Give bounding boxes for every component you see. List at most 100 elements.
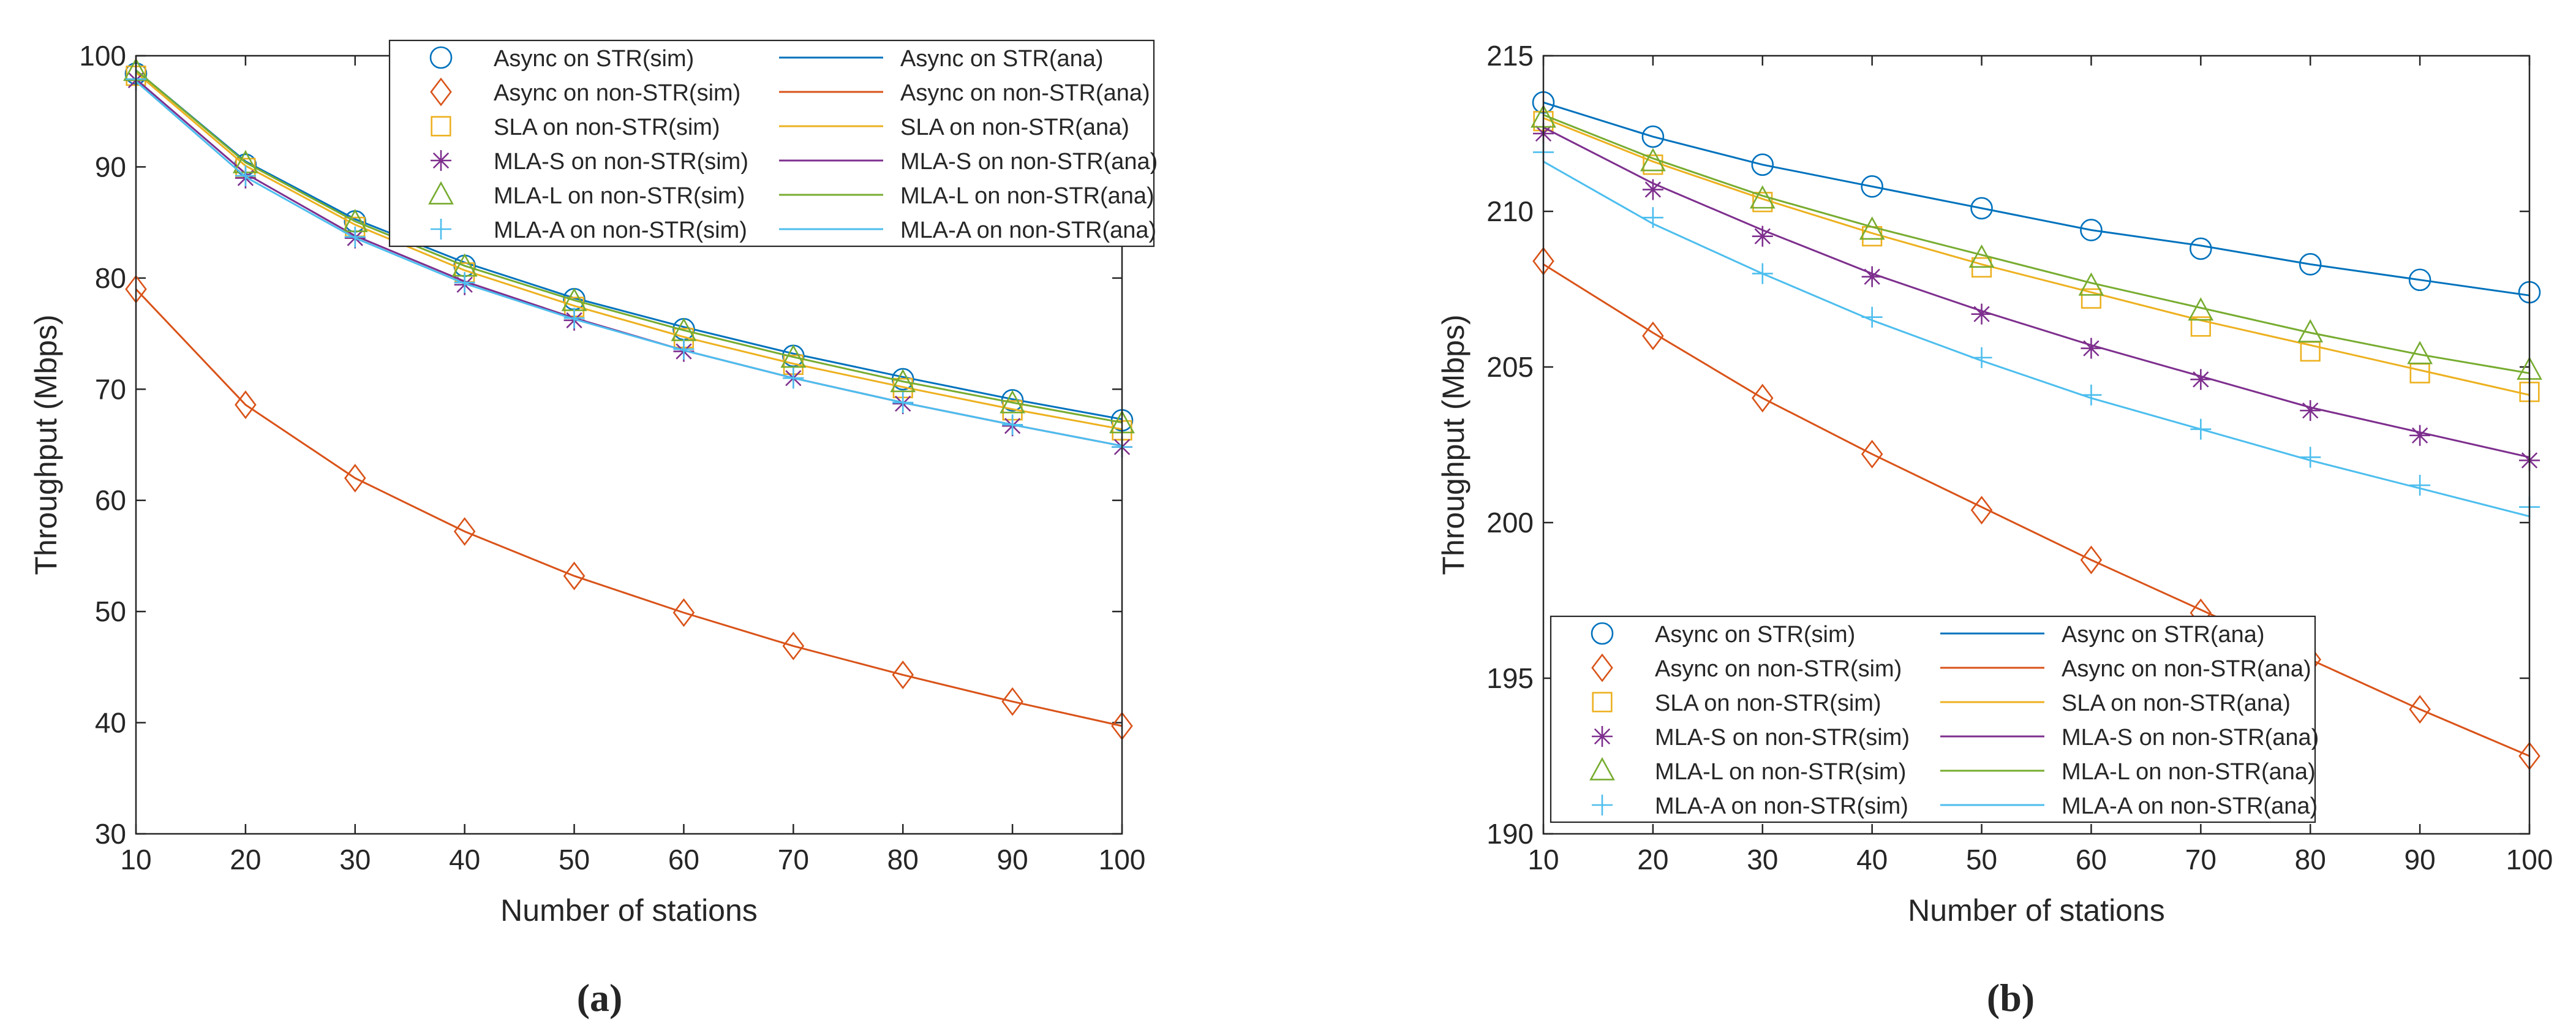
- data-point-asterisk: [2409, 425, 2431, 446]
- y-tick-label: 200: [1486, 507, 1534, 539]
- x-tick-label: 30: [339, 844, 371, 875]
- x-tick-label: 10: [120, 844, 151, 875]
- legend-label-ana: SLA on non-STR(ana): [900, 115, 1129, 140]
- data-point-asterisk: [1861, 266, 1883, 287]
- data-point-plus: [2081, 384, 2102, 406]
- data-point-diamond: [1970, 496, 1993, 525]
- legend-label-sim: MLA-A on non-STR(sim): [494, 217, 747, 243]
- data-point-square: [1643, 154, 1663, 175]
- series-line-plus: [135, 80, 1123, 447]
- x-axis-label-a: Number of stations: [500, 893, 758, 928]
- data-point-diamond: [1001, 687, 1023, 716]
- y-tick-label: 60: [95, 485, 126, 516]
- data-point-diamond: [782, 631, 805, 660]
- y-tick-label: 205: [1486, 351, 1534, 383]
- data-point-diamond: [563, 561, 586, 591]
- x-axis-label-b: Number of stations: [1908, 893, 2165, 928]
- chart-a: 10 20 30 40 50 60 70 80 90 100 30 40 50 60 70 80 90 100 N…: [29, 39, 1158, 1019]
- data-point-diamond: [1861, 439, 1883, 469]
- data-point-diamond: [672, 598, 695, 627]
- legend-label-ana: SLA on non-STR(ana): [2062, 690, 2291, 716]
- series-line-circle: [1543, 101, 2530, 297]
- legend-marker-plus: [1592, 795, 1613, 815]
- axis-ticks-a: 10 20 30 40 50 60 70 80 90 100 30 40 50 60 70 80 90 100: [79, 40, 1145, 875]
- data-point-asterisk: [2190, 369, 2212, 390]
- data-point-asterisk: [2300, 400, 2321, 422]
- data-point-triangle: [890, 369, 916, 393]
- legend-box: [388, 39, 1155, 248]
- legend-label-ana: MLA-A on non-STR(ana): [2062, 793, 2318, 819]
- legend-label-sim: MLA-S on non-STR(sim): [494, 149, 748, 175]
- data-point-diamond: [892, 660, 914, 689]
- data-point-diamond: [2080, 545, 2103, 575]
- data-point-asterisk: [1752, 225, 1773, 247]
- data-point-circle: [1751, 153, 1774, 176]
- legend-label-ana: MLA-A on non-STR(ana): [900, 217, 1156, 243]
- legend-label-sim: SLA on non-STR(sim): [494, 115, 720, 140]
- data-point-plus: [2300, 447, 2321, 468]
- data-point-triangle: [1859, 216, 1885, 240]
- data-point-plus: [2190, 418, 2212, 440]
- data-point-diamond: [1751, 384, 1774, 413]
- x-tick-label: 40: [449, 844, 480, 875]
- series-line-triangle: [1543, 114, 2530, 374]
- legend-marker-triangle: [428, 181, 454, 205]
- caption-a: (a): [577, 976, 623, 1019]
- y-axis-label-a: Throughput (Mbps): [29, 314, 63, 575]
- data-point-diamond: [1642, 321, 1664, 350]
- data-point-square: [2081, 288, 2102, 309]
- data-point-asterisk: [1971, 303, 1992, 325]
- legend-label-ana: MLA-L on non-STR(ana): [900, 183, 1154, 209]
- legend-label-ana: MLA-S on non-STR(ana): [900, 149, 1158, 175]
- y-tick-label: 40: [95, 707, 126, 739]
- x-tick-label: 70: [2185, 844, 2216, 875]
- data-point-circle: [1861, 175, 1883, 198]
- series-line-diamond: [135, 288, 1123, 727]
- data-point-plus: [892, 392, 914, 414]
- x-tick-label: 40: [1856, 844, 1888, 875]
- legend-label-ana: Async on non-STR(ana): [900, 80, 1150, 106]
- legend-label-sim: SLA on non-STR(sim): [1655, 690, 1881, 716]
- data-point-triangle: [1749, 185, 1776, 209]
- legend-label-ana: MLA-S on non-STR(ana): [2062, 725, 2319, 751]
- data-point-triangle: [2078, 272, 2104, 296]
- legend-label-sim: Async on non-STR(sim): [494, 80, 740, 106]
- x-tick-label: 10: [1527, 844, 1559, 875]
- legend-marker-diamond: [1591, 653, 1613, 682]
- data-point-plus: [1642, 207, 1663, 229]
- legend-box: [1550, 615, 2316, 823]
- data-point-plus: [1002, 414, 1023, 436]
- data-point-plus: [1752, 263, 1773, 284]
- legend-label-ana: Async on non-STR(ana): [2062, 656, 2311, 682]
- x-tick-label: 80: [887, 844, 919, 875]
- y-tick-label: 215: [1486, 40, 1534, 72]
- legend-marker-diamond: [430, 77, 452, 107]
- legend-marker-circle: [1591, 622, 1614, 645]
- legend-marker-triangle: [1589, 757, 1615, 781]
- data-point-circle: [2080, 219, 2103, 241]
- caption-b: (b): [1987, 976, 2035, 1019]
- data-point-triangle: [2188, 297, 2214, 321]
- legend-marker-square: [431, 116, 451, 137]
- series-line-asterisk: [1543, 126, 2530, 458]
- x-tick-label: 20: [1637, 844, 1668, 875]
- x-tick-label: 30: [1747, 844, 1778, 875]
- x-tick-label: 60: [2076, 844, 2107, 875]
- y-axis-label-b: Throughput (Mbps): [1436, 314, 1471, 575]
- data-point-plus: [673, 338, 695, 360]
- data-point-plus: [344, 226, 366, 248]
- legend-marker-asterisk: [431, 150, 451, 171]
- series-line-circle: [135, 69, 1123, 420]
- x-tick-label: 50: [559, 844, 590, 875]
- y-tick-label: 50: [95, 596, 126, 627]
- legend-label-ana: Async on STR(ana): [2062, 622, 2265, 648]
- y-tick-label: 195: [1486, 662, 1534, 694]
- y-tick-label: 210: [1486, 195, 1534, 227]
- series-group-b: [1531, 91, 2542, 771]
- series-line-triangle: [135, 69, 1123, 424]
- x-tick-label: 100: [1099, 844, 1146, 875]
- data-point-plus: [563, 308, 585, 329]
- legend-label-sim: Async on non-STR(sim): [1655, 656, 1902, 682]
- data-point-square: [2190, 316, 2211, 337]
- chart-b: 10 20 30 40 50 60 70 80 90 100190195200205210215 …: [1436, 40, 2553, 1019]
